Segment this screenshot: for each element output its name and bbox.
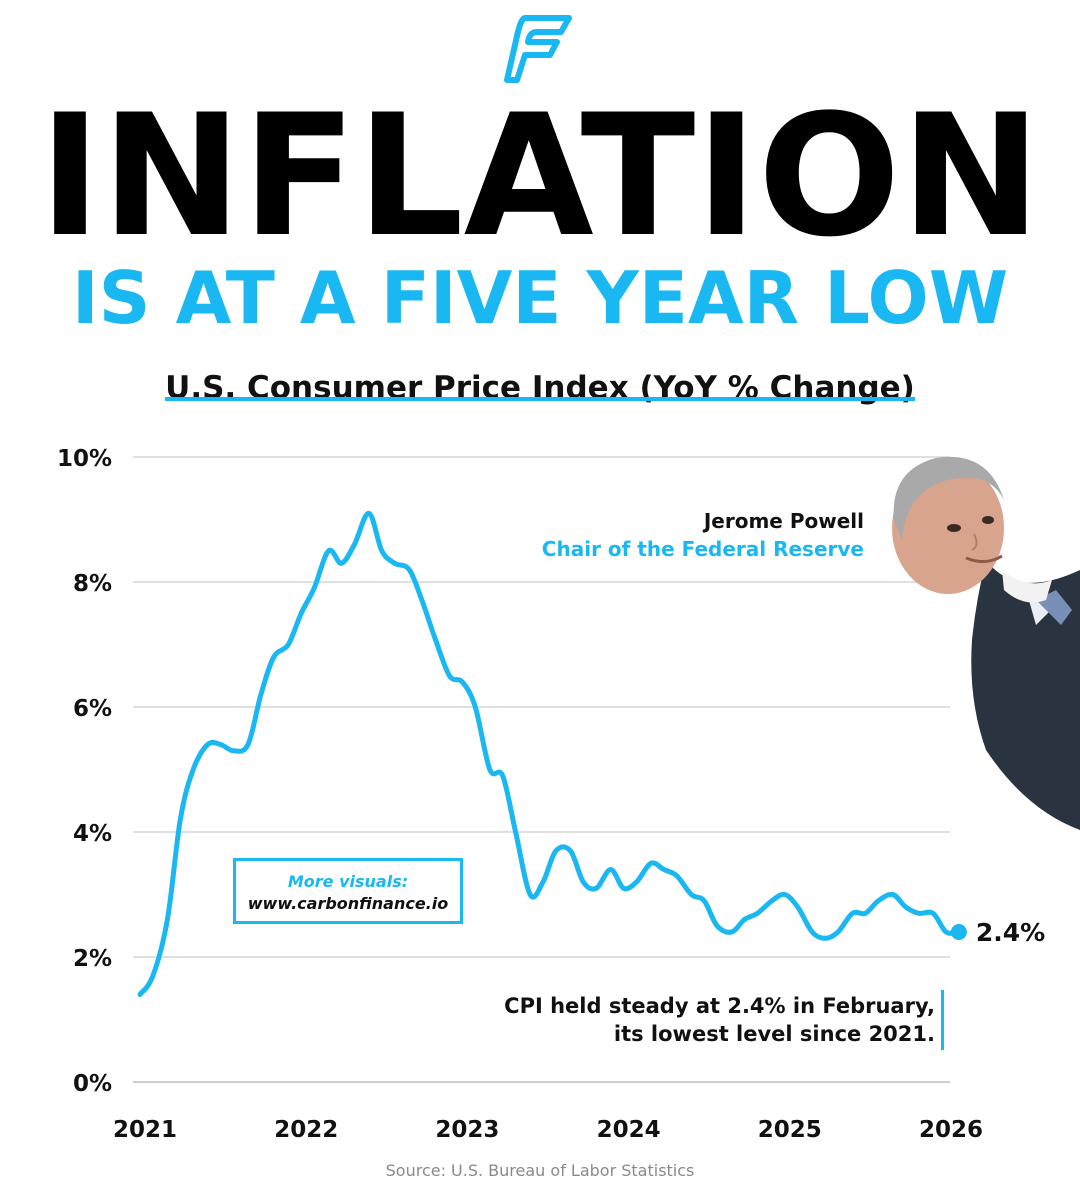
headline-sub: IS AT A FIVE YEAR LOW bbox=[71, 256, 1009, 340]
headline-main: INFLATION bbox=[38, 78, 1042, 274]
jerome-powell-photo bbox=[892, 456, 1080, 830]
x-tick-label: 2022 bbox=[274, 1117, 338, 1143]
end-value-label: 2.4% bbox=[976, 918, 1045, 947]
grid-lines bbox=[133, 456, 950, 1083]
x-axis-tick-labels: 2021 2022 2023 2024 2025 2026 bbox=[113, 1117, 983, 1143]
promo-box[interactable]: More visuals: www.carbonfinance.io bbox=[233, 858, 463, 924]
y-axis-tick-labels: 0% 2% 4% 6% 8% 10% bbox=[57, 446, 112, 1097]
x-tick-label: 2025 bbox=[758, 1117, 822, 1143]
promo-label: More visuals: bbox=[287, 872, 409, 891]
end-point-marker bbox=[950, 924, 967, 940]
y-tick-label: 8% bbox=[73, 571, 112, 597]
carbon-finance-logo-icon bbox=[504, 15, 572, 83]
chart-title-underline bbox=[165, 397, 915, 401]
end-marker-layer: 2.4% bbox=[950, 918, 1045, 947]
annotation-name: Jerome Powell bbox=[703, 509, 864, 533]
annotation-role: Chair of the Federal Reserve bbox=[541, 537, 864, 561]
callout-accent-bar bbox=[941, 990, 944, 1050]
source-note: Source: U.S. Bureau of Labor Statistics bbox=[385, 1161, 695, 1180]
series-layer bbox=[137, 510, 962, 997]
x-tick-label: 2023 bbox=[435, 1117, 499, 1143]
callout-line-1: CPI held steady at 2.4% in February, bbox=[504, 994, 935, 1018]
y-tick-label: 6% bbox=[73, 696, 112, 722]
y-tick-label: 10% bbox=[57, 446, 112, 472]
promo-link[interactable]: www.carbonfinance.io bbox=[247, 894, 449, 913]
cpi-callout: CPI held steady at 2.4% in February, its… bbox=[504, 992, 935, 1048]
callout-line-2: its lowest level since 2021. bbox=[613, 1022, 935, 1046]
y-tick-label: 2% bbox=[73, 946, 112, 972]
x-tick-label: 2021 bbox=[113, 1117, 177, 1143]
x-tick-label: 2024 bbox=[597, 1117, 661, 1143]
y-tick-label: 4% bbox=[73, 821, 112, 847]
x-tick-label: 2026 bbox=[919, 1117, 983, 1143]
cpi-series-line bbox=[137, 510, 962, 997]
y-tick-label: 0% bbox=[73, 1071, 112, 1097]
